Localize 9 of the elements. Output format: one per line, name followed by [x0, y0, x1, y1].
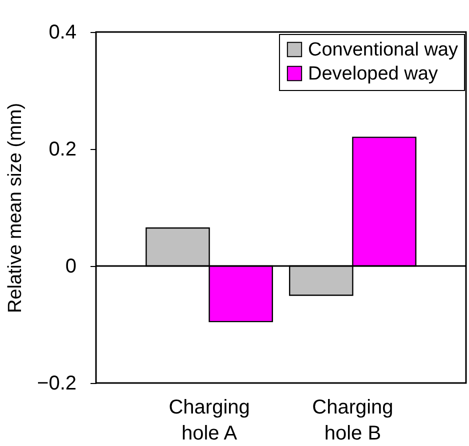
y-tick-label: −0.2 [37, 372, 76, 394]
y-tick-label: 0.2 [48, 138, 76, 160]
legend-label: Conventional way [308, 40, 458, 60]
x-tick-label: Charging hole A [168, 396, 250, 444]
legend-label: Developed way [308, 64, 438, 84]
y-tick-label: 0.4 [48, 22, 76, 44]
x-tick-label: Charging hole B [312, 396, 394, 444]
y-tick-label: 0 [65, 256, 76, 278]
y-axis-title: Relative mean size (mm) [5, 102, 26, 314]
